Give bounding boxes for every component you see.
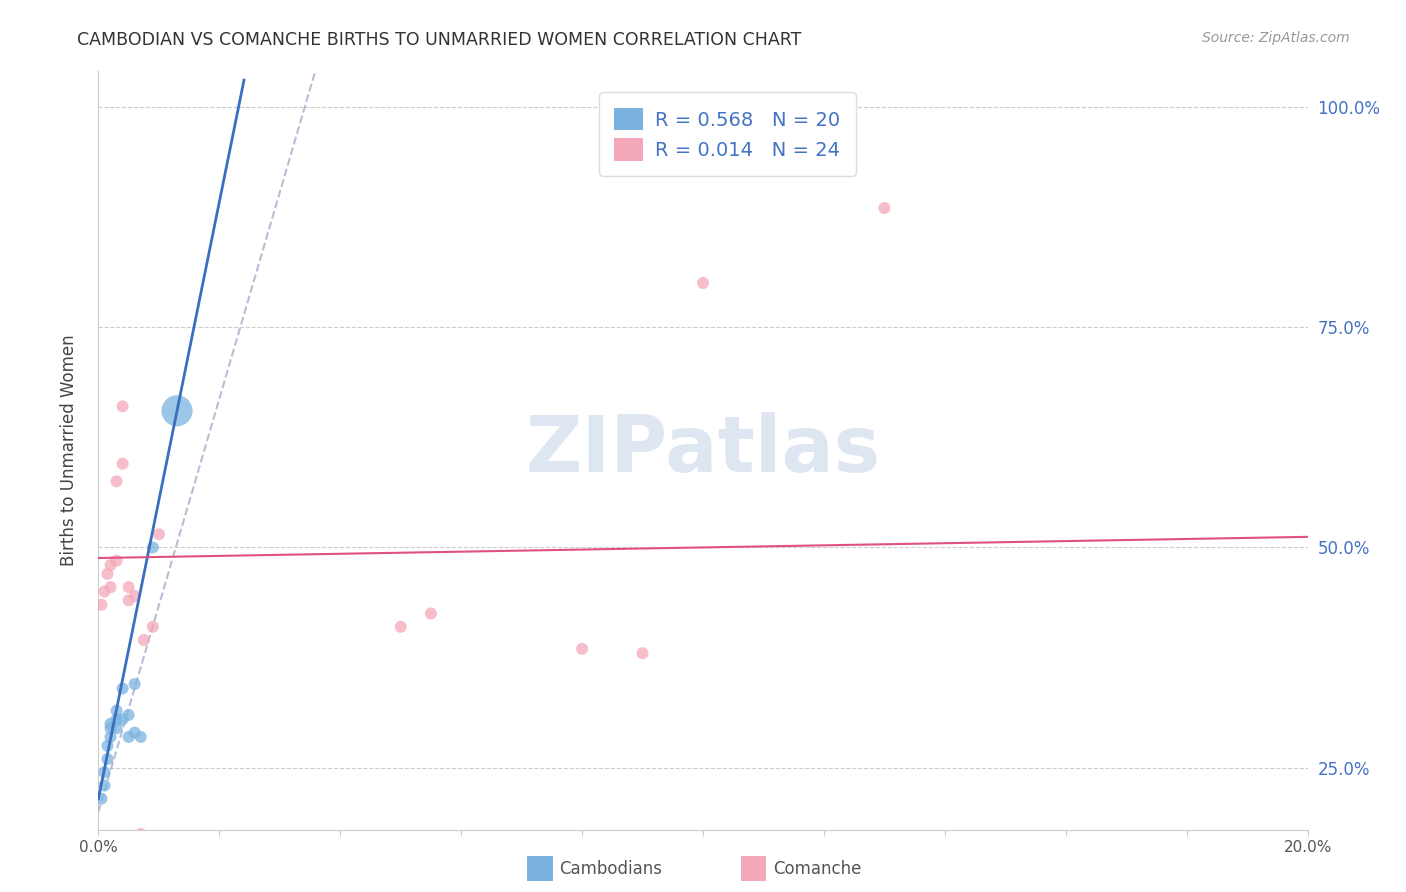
Point [105,554,128,568]
Point [96,566,118,581]
Point [100,721,122,735]
Point [111,712,134,726]
Point [90,598,112,612]
Point [93,584,115,599]
Point [105,712,128,726]
Point [96,739,118,753]
Point [124,725,146,739]
Point [111,681,134,696]
Point [100,730,122,744]
Point [166,404,188,418]
Point [631,646,654,660]
Point [124,677,146,691]
Point [111,457,134,471]
Text: Comanche: Comanche [773,860,862,878]
Point [148,527,170,541]
Point [142,620,165,634]
Y-axis label: Births to Unmarried Women: Births to Unmarried Women [59,334,77,566]
Point [93,765,115,780]
Point [118,580,141,594]
Point [389,620,412,634]
Text: ZIPatlas: ZIPatlas [526,412,880,489]
Point [132,633,155,648]
Point [692,276,714,290]
Point [100,580,122,594]
Point [90,791,112,805]
Text: Source: ZipAtlas.com: Source: ZipAtlas.com [1202,31,1350,45]
Point [100,716,122,731]
Point [93,779,115,793]
Text: Cambodians: Cambodians [560,860,662,878]
Point [118,593,141,607]
Point [124,589,146,603]
Text: CAMBODIAN VS COMANCHE BIRTHS TO UNMARRIED WOMEN CORRELATION CHART: CAMBODIAN VS COMANCHE BIRTHS TO UNMARRIE… [77,31,801,49]
Point [118,708,141,723]
Point [873,201,896,215]
Point [105,721,128,735]
Point [142,541,165,555]
Point [118,730,141,744]
Point [129,730,152,744]
Point [129,827,152,841]
Legend: R = 0.568   N = 20, R = 0.014   N = 24: R = 0.568 N = 20, R = 0.014 N = 24 [599,93,856,177]
Point [420,607,443,621]
Point [111,400,134,414]
Point [100,558,122,572]
Point [96,752,118,766]
Point [105,704,128,718]
Point [571,641,593,656]
Point [105,475,128,489]
